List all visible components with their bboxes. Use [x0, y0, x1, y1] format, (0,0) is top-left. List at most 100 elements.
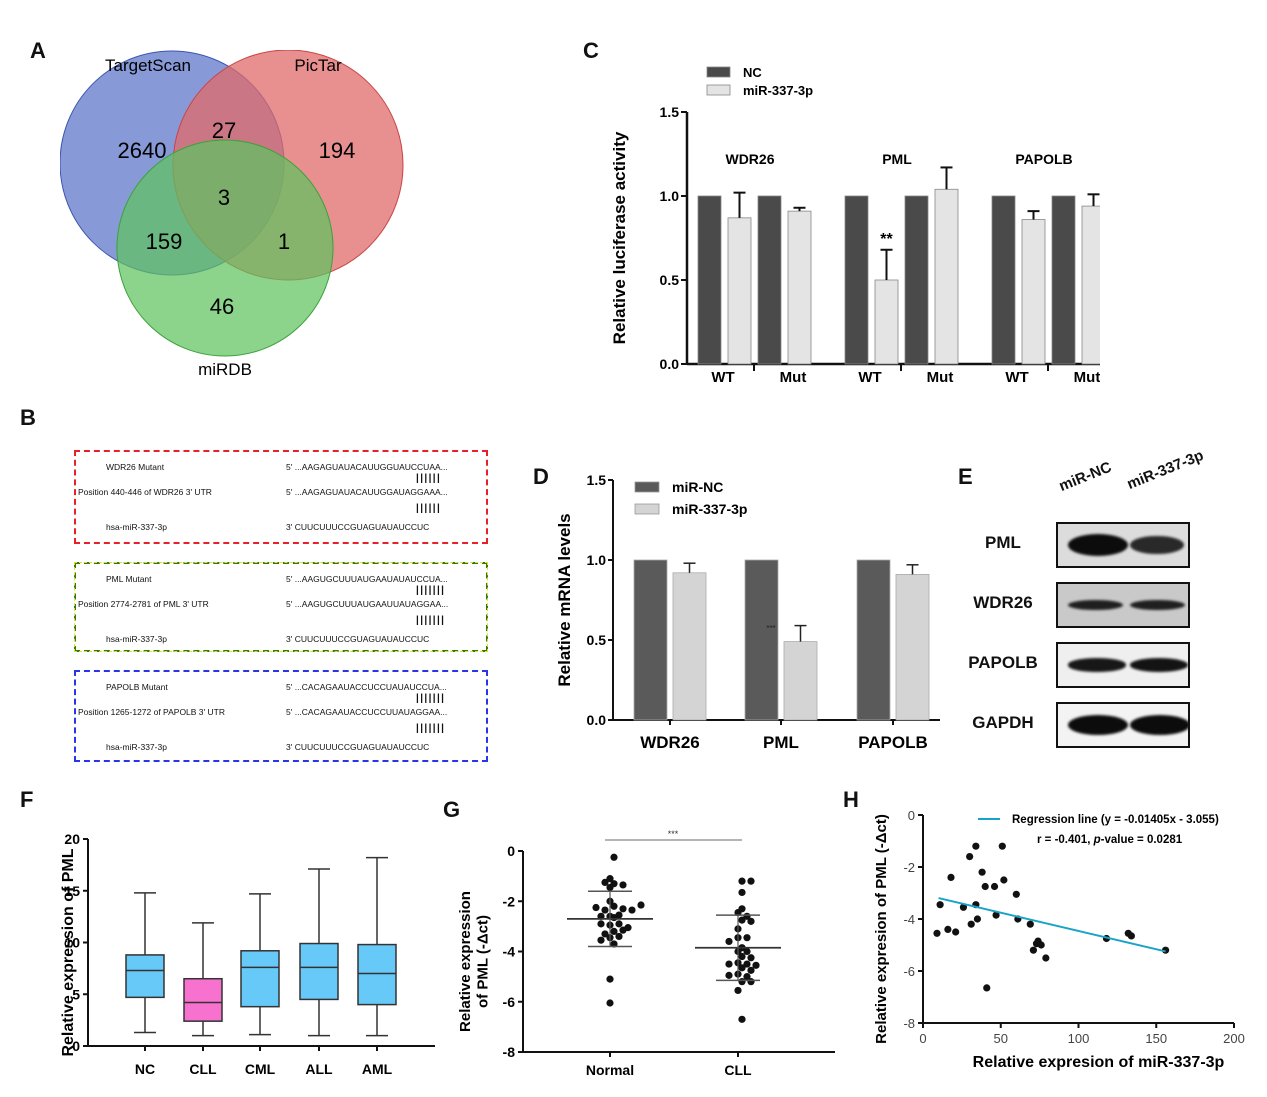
- data-point: [933, 929, 941, 937]
- venn-count-all-three: 3: [218, 185, 230, 210]
- bar-mir-337-3p: [934, 188, 959, 365]
- data-point: [738, 1015, 746, 1023]
- box-all: [299, 942, 339, 1001]
- mirna-label: hsa-miR-337-3p: [106, 522, 167, 532]
- x-tick-label: CLL: [724, 1062, 752, 1078]
- protein-label: GAPDH: [972, 713, 1034, 732]
- pairing-marks: |||||||: [416, 615, 446, 626]
- bar-mir-nc: [856, 559, 891, 721]
- data-point: [981, 882, 989, 891]
- data-point: [725, 937, 733, 946]
- venn-count-targetscan-only: 2640: [118, 138, 167, 163]
- panel-label-e: E: [958, 464, 973, 489]
- bar-nc: [904, 195, 929, 365]
- x-tick-label: PAPOLB: [858, 733, 928, 752]
- y-tick-label: -6: [503, 994, 516, 1010]
- data-point: [743, 960, 751, 968]
- protein-band: [1130, 535, 1184, 555]
- legend-label: miR-337-3p: [743, 83, 813, 98]
- mirna-label: hsa-miR-337-3p: [106, 634, 167, 644]
- bar-nc: [844, 195, 869, 365]
- x-tick-label: PML: [763, 733, 799, 752]
- y-tick-label: -6: [903, 964, 915, 979]
- mirna-sequence: 3' CUUCUUUCCGUAGUAUAUCCUC: [286, 634, 430, 644]
- position-label: Position 2774-2781 of PML 3' UTR: [78, 599, 209, 609]
- bar-nc: [757, 195, 782, 365]
- protein-label: PAPOLB: [968, 653, 1038, 672]
- data-point: [992, 911, 1000, 919]
- data-point: [738, 877, 746, 885]
- data-point: [747, 954, 755, 962]
- y-tick-label: 1.0: [660, 188, 680, 204]
- bar-mir-337-3p: [672, 572, 707, 721]
- data-point: [1029, 946, 1038, 954]
- data-point: [947, 873, 955, 881]
- data-point: [601, 930, 609, 938]
- r-value: r = -0.401,: [1037, 834, 1094, 846]
- wildtype-sequence: 5' ...CACAGAAUACCUCCUUAUAGGAA...: [286, 707, 448, 717]
- data-point: [747, 978, 755, 986]
- data-point: [972, 842, 980, 850]
- data-point: [738, 964, 746, 972]
- sequence-box: WDR26 Mutant 5' ...AAGAGUAUACAUUGGUAUCCUA…: [74, 450, 488, 544]
- data-point: [1000, 876, 1008, 884]
- box-cml: [240, 950, 280, 1008]
- blot-strip: [1056, 522, 1190, 568]
- protein-band: [1068, 658, 1126, 672]
- group-label: PAPOLB: [1015, 151, 1072, 167]
- x-tick-label: WDR26: [640, 733, 700, 752]
- data-point: [637, 901, 645, 909]
- data-point: [606, 875, 614, 883]
- x-sub-label: Mut: [1074, 369, 1100, 386]
- bar-nc: [991, 195, 1016, 365]
- protein-band: [1130, 599, 1186, 611]
- venn-count-pictar-mirdb: 1: [278, 229, 290, 254]
- data-point: [610, 927, 618, 935]
- p-label: p: [1093, 834, 1101, 846]
- venn-label-mirdb: miRDB: [198, 360, 252, 379]
- y-axis-label: Relative expresion of PML (-Δct): [873, 814, 890, 1044]
- data-point: [944, 925, 952, 933]
- x-tick-label: 150: [1145, 1031, 1167, 1046]
- bar-mir-337-3p: [1021, 219, 1046, 365]
- data-point: [990, 882, 999, 891]
- mrna-bar-chart: 0.0 0.5 1.0 1.5 Relative mRNA levels miR-NC mi…: [555, 472, 940, 752]
- x-tick-label: 100: [1068, 1031, 1090, 1046]
- y-axis-label-line: of PML (-Δct): [474, 915, 491, 1008]
- data-point: [734, 986, 742, 995]
- y-tick-label: 1.0: [587, 552, 607, 568]
- bar-mir-337-3p: [1081, 205, 1100, 365]
- bar-mir-337-3p: [874, 279, 899, 365]
- data-point: [1042, 954, 1050, 962]
- y-tick-label: -2: [903, 860, 915, 875]
- data-point: [752, 961, 760, 969]
- venn-label-targetscan: TargetScan: [105, 56, 191, 75]
- y-tick-label: 0: [72, 1038, 80, 1054]
- venn-diagram: TargetScan PicTar miRDB 2640 194 46 27 1…: [60, 50, 404, 379]
- protein-band: [1068, 534, 1128, 556]
- regression-line: [938, 897, 1166, 953]
- y-tick-label: 20: [64, 831, 80, 847]
- lane-label: miR-NC: [1056, 458, 1114, 495]
- wildtype-sequence: 5' ...AAGUGCUUUAUGAAUUAUAGGAA...: [286, 599, 449, 609]
- legend-swatch: [634, 503, 660, 515]
- y-axis-label: Relative luciferase activity: [610, 131, 629, 344]
- significance-marker: ***: [766, 624, 775, 633]
- data-point: [738, 952, 746, 961]
- data-point: [966, 853, 974, 861]
- data-point: [615, 932, 623, 941]
- x-axis-label: Relative expresion of miR-337-3p: [973, 1054, 1225, 1071]
- group-label: WDR26: [725, 151, 774, 167]
- sequence-box: PML Mutant 5' ...AAGUGCUUUAUGAAUAUAUCCUA.…: [74, 562, 488, 652]
- significance-marker: **: [880, 231, 893, 248]
- pairing-marks: |||||||: [416, 585, 446, 596]
- mutant-sequence: 5' ...CACAGAAUACCUCCUAUAUCCUA...: [286, 682, 447, 692]
- data-point: [743, 973, 751, 981]
- data-point: [725, 971, 733, 979]
- data-point: [619, 881, 627, 889]
- legend-swatch: [706, 66, 731, 78]
- data-point: [738, 916, 746, 924]
- pairing-marks: |||||||: [416, 723, 446, 734]
- position-label: Position 1265-1272 of PAPOLB 3' UTR: [78, 707, 225, 717]
